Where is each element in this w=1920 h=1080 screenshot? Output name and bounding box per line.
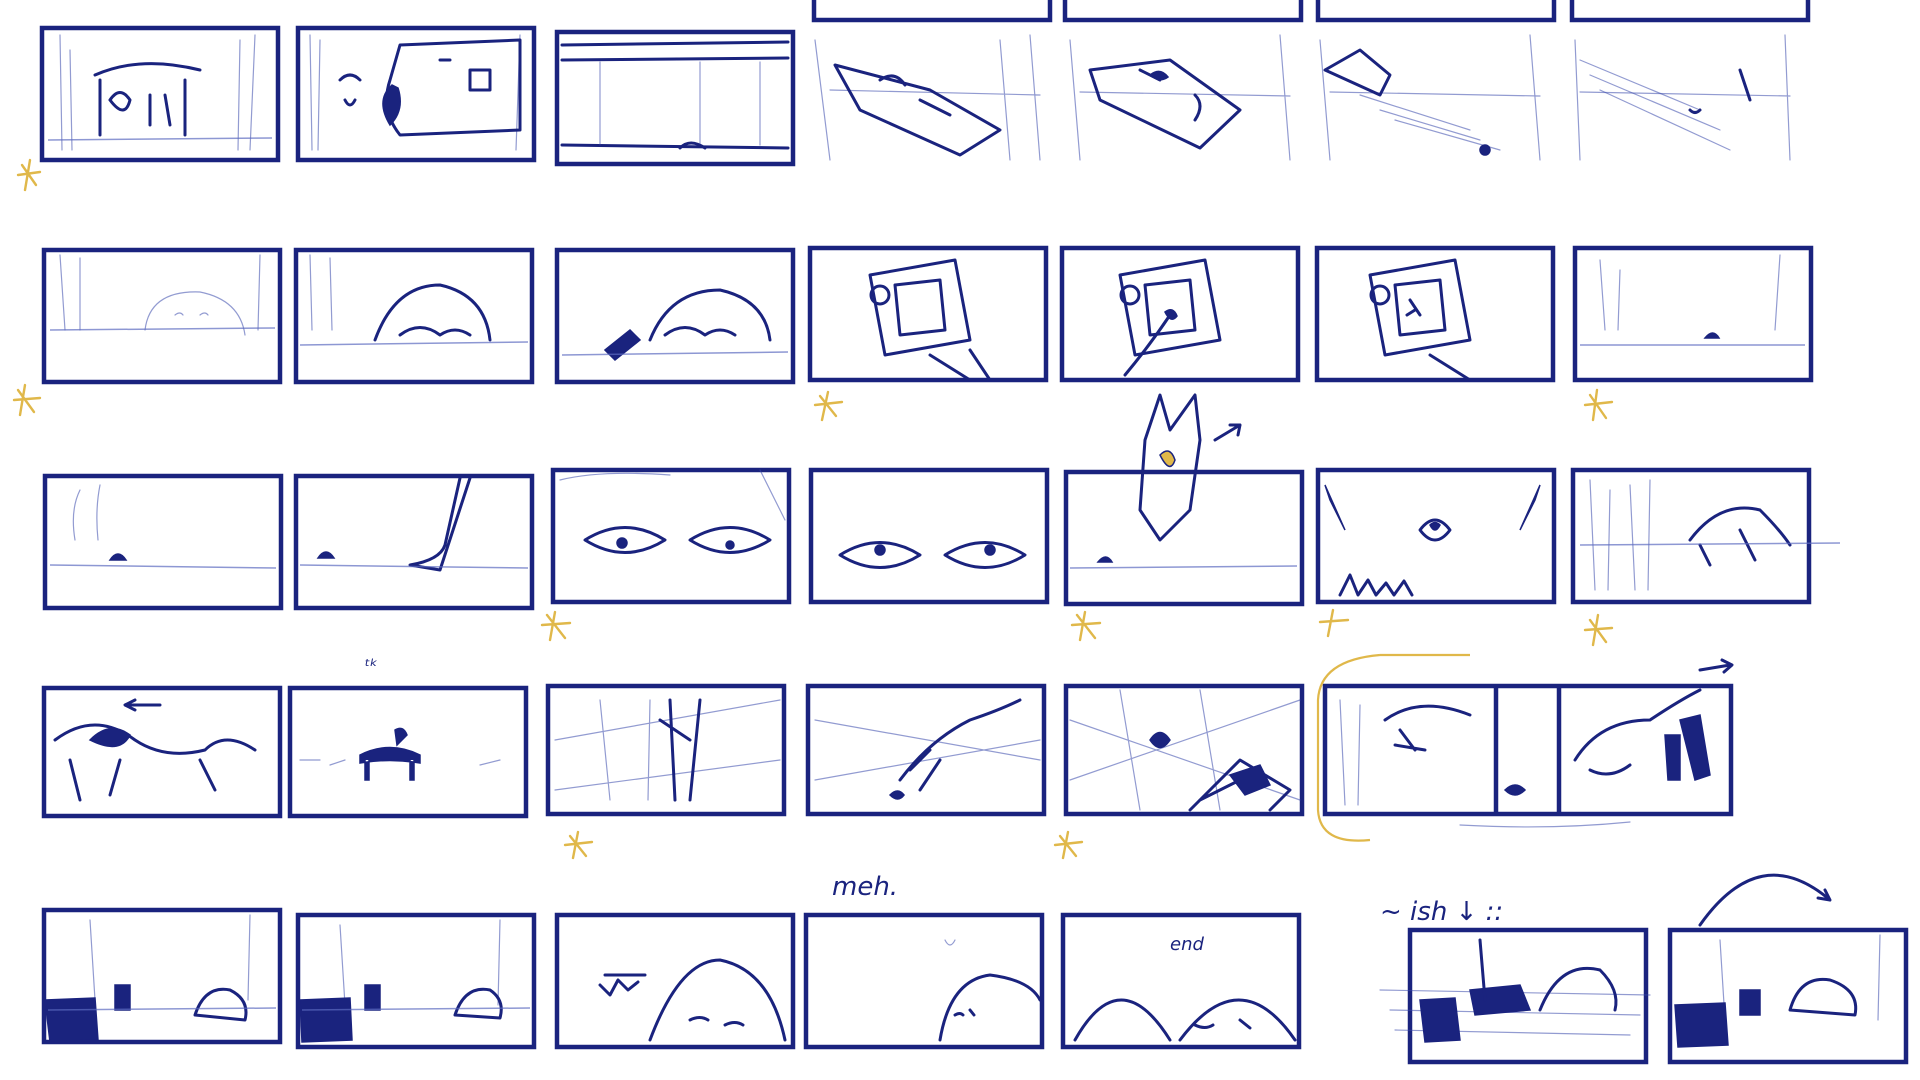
top-cutoff-panels <box>811 0 1811 23</box>
panel-truck-bounce-1 <box>814 34 1041 161</box>
panel-truck-side-closeup <box>554 29 796 167</box>
panel-truck-bounce-2 <box>1069 34 1291 161</box>
panel-phone-screen-2 <box>1059 245 1301 383</box>
panel-kennel-return-1 <box>41 907 283 1045</box>
panel-struggle-closeup <box>805 683 1047 817</box>
star-row-1 <box>16 158 42 192</box>
note-meh: meh. <box>832 872 898 902</box>
panel-truck-bounce-3 <box>1319 34 1541 161</box>
panel-creature-peek-2 <box>293 247 535 385</box>
panel-kennel-exterior <box>39 25 281 163</box>
panel-distant-figure <box>287 685 529 819</box>
panel-kennel-return-2 <box>295 912 537 1050</box>
panel-foot-steps-in <box>293 473 535 611</box>
note-end: end <box>1170 934 1204 955</box>
panel-phone-screen-3 <box>1314 245 1556 383</box>
panel-tumble-attack <box>1063 683 1305 817</box>
panel-phone-screen-1 <box>807 245 1049 383</box>
panel-empty-field-object <box>1572 245 1814 383</box>
panel-creature-end-rest <box>1060 912 1302 1050</box>
bracket-accent <box>1316 653 1470 842</box>
panel-creature-peeks-edge <box>803 912 1045 1050</box>
panel-chase-left <box>41 685 283 819</box>
panel-alt-ending-1 <box>1379 927 1651 1065</box>
note-ish: ~ ish ↓ :: <box>1380 897 1503 927</box>
panel-alt-ending-2 <box>1667 873 1909 1065</box>
panel-eyes-look-side <box>808 467 1050 605</box>
panel-fox-creature-appears <box>1063 393 1305 607</box>
stars-row-3 <box>540 608 1614 647</box>
panel-creature-peek-1 <box>41 247 283 385</box>
panel-truck-leaves <box>1574 34 1791 161</box>
stars-row-4 <box>563 830 1084 860</box>
panel-grass-poles <box>545 683 787 817</box>
panel-creature-sleeps <box>554 912 796 1050</box>
panel-grass-runner <box>1570 467 1841 605</box>
note-tick: ᵗᵏ <box>365 656 378 677</box>
panel-creature-paw-reach <box>554 247 796 385</box>
panel-eyes-open-wide <box>550 467 792 605</box>
panel-truck-arrives <box>295 25 537 163</box>
panel-face-closeup-teeth <box>1315 467 1557 605</box>
panel-split-panel-sequence <box>1322 658 1734 828</box>
panel-ground-object <box>42 473 284 611</box>
stars-row-2 <box>12 383 1614 422</box>
